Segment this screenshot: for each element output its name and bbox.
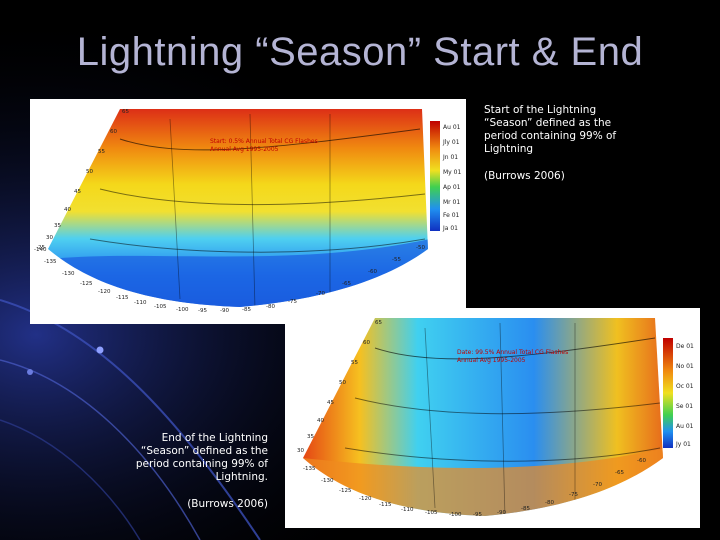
- lon-label: -135: [303, 466, 316, 472]
- lon-label: -100: [449, 512, 462, 518]
- lat-label: 35: [54, 223, 61, 229]
- lon-label: -130: [321, 478, 334, 484]
- lon-label: -65: [342, 281, 351, 287]
- lat-label: 30: [297, 448, 304, 454]
- lat-label: 45: [74, 189, 81, 195]
- lat-label: 40: [64, 207, 71, 213]
- lat-label: 25: [38, 245, 45, 251]
- lon-label: -140: [34, 247, 47, 253]
- lon-label: -60: [368, 269, 377, 275]
- lat-label: 35: [307, 434, 314, 440]
- legend-label: Jy 01: [675, 441, 691, 448]
- lon-label: -90: [497, 510, 506, 516]
- legend-label: Se 01: [676, 403, 693, 410]
- lon-label: -125: [80, 281, 93, 287]
- lat-label: 50: [86, 169, 93, 175]
- caption-end-text: End of the Lightning “Season” defined as…: [135, 432, 268, 483]
- lon-label: -75: [288, 299, 297, 305]
- map-end-color-legend: [663, 338, 673, 448]
- lon-label: -115: [116, 295, 129, 301]
- slide-title: Lightning “Season” Start & End: [76, 30, 644, 74]
- caption-season-end: End of the Lightning “Season” defined as…: [130, 432, 268, 511]
- lon-label: -110: [401, 507, 414, 513]
- lightning-start-map: Start: 0.5% Annual Total CG Flashes Annu…: [30, 99, 466, 324]
- lon-label: -105: [425, 510, 438, 516]
- lon-label: -50: [416, 245, 425, 251]
- lon-label: -95: [198, 308, 207, 314]
- lon-label: -80: [545, 500, 554, 506]
- lon-label: -85: [521, 506, 530, 512]
- lat-label: 65: [122, 109, 129, 115]
- lat-label: 55: [98, 149, 105, 155]
- lon-label: -70: [593, 482, 602, 488]
- map-end-header-1: Date: 99.5% Annual Total CG Flashes: [457, 349, 568, 356]
- lon-label: -85: [242, 307, 251, 313]
- lon-label: -65: [615, 470, 624, 476]
- lat-label: 60: [363, 340, 370, 346]
- caption-season-start: Start of the Lightning “Season” defined …: [484, 104, 624, 183]
- lon-label: -70: [316, 291, 325, 297]
- lightning-end-map: Date: 99.5% Annual Total CG Flashes Annu…: [285, 308, 700, 528]
- map-start-color-legend: [430, 121, 440, 231]
- lon-label: -125: [339, 488, 352, 494]
- legend-label: De 01: [676, 343, 694, 350]
- lon-label: -120: [98, 289, 111, 295]
- legend-label: Jn 01: [442, 154, 458, 161]
- lat-label: 30: [46, 235, 53, 241]
- lat-label: 60: [110, 129, 117, 135]
- lon-label: -60: [637, 458, 646, 464]
- legend-label: Au 01: [443, 124, 461, 131]
- caption-end-citation: (Burrows 2006): [187, 498, 268, 510]
- legend-label: Ja 01: [442, 225, 458, 232]
- lat-label: 50: [339, 380, 346, 386]
- lat-label: 65: [375, 320, 382, 326]
- map-end-header-2: Annual Avg 1995-2005: [457, 357, 526, 364]
- legend-label: Oc 01: [676, 383, 694, 390]
- map-start-header-2: Annual Avg 1995-2005: [210, 146, 279, 153]
- legend-label: Fe 01: [443, 212, 460, 219]
- legend-label: Jly 01: [442, 139, 460, 146]
- legend-label: Ap 01: [443, 184, 461, 191]
- lon-label: -105: [154, 304, 167, 310]
- lon-label: -75: [569, 492, 578, 498]
- lon-label: -90: [220, 308, 229, 314]
- lat-label: 45: [327, 400, 334, 406]
- lat-label: 55: [351, 360, 358, 366]
- lon-label: -55: [392, 257, 401, 263]
- lon-label: -115: [379, 502, 392, 508]
- caption-start-text: Start of the Lightning “Season” defined …: [484, 104, 617, 155]
- caption-start-citation: (Burrows 2006): [484, 170, 565, 182]
- lon-label: -135: [44, 259, 57, 265]
- legend-label: My 01: [443, 169, 461, 176]
- lon-label: -95: [473, 512, 482, 518]
- legend-label: Mr 01: [443, 199, 460, 206]
- lon-label: -120: [359, 496, 372, 502]
- lon-label: -110: [134, 300, 147, 306]
- lat-label: 40: [317, 418, 324, 424]
- lon-label: -80: [266, 304, 275, 310]
- lon-label: -100: [176, 307, 189, 313]
- legend-label: Au 01: [676, 423, 694, 430]
- lon-label: -130: [62, 271, 75, 277]
- map-start-header-1: Start: 0.5% Annual Total CG Flashes: [210, 138, 318, 145]
- legend-label: No 01: [676, 363, 694, 370]
